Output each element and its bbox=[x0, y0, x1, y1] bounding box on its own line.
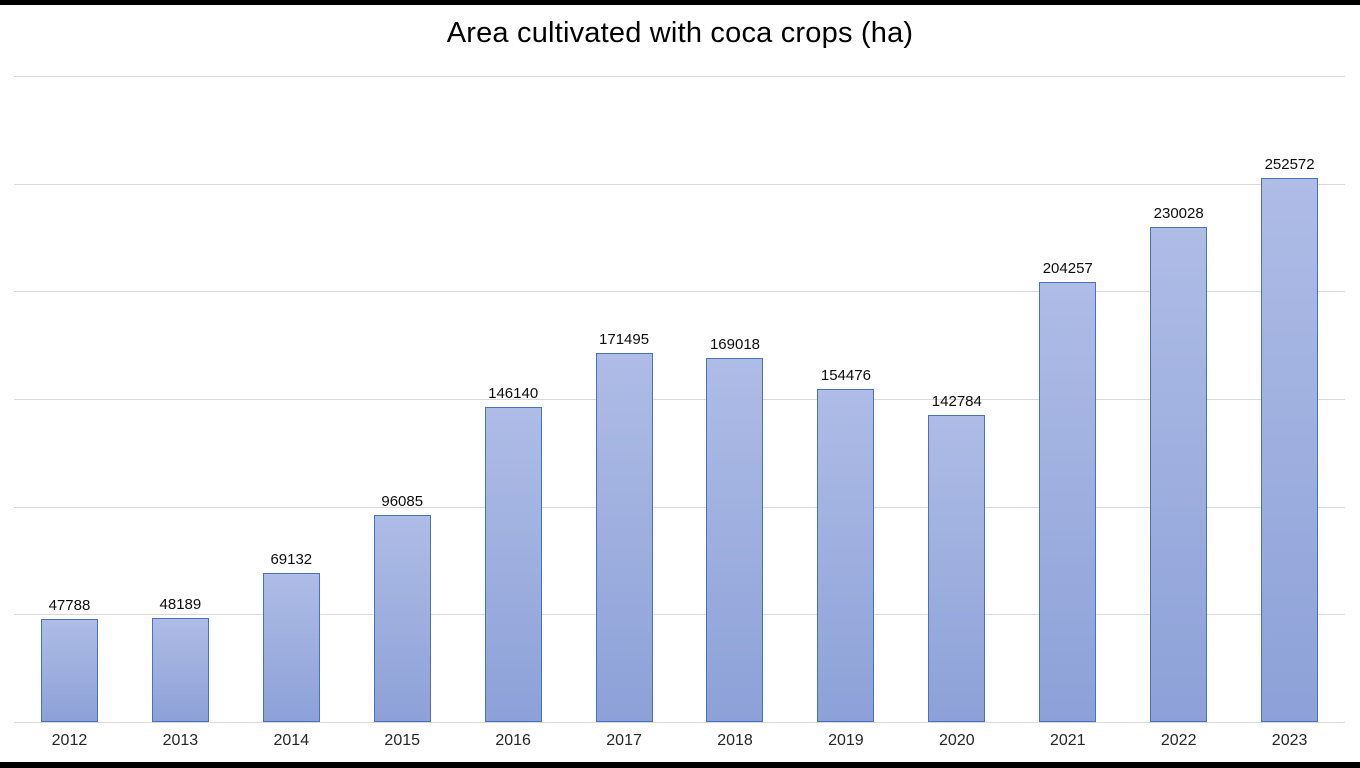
letterbox-bottom bbox=[0, 762, 1360, 768]
bar-2019 bbox=[817, 389, 875, 722]
data-label-2014: 69132 bbox=[270, 551, 313, 569]
bar-2018 bbox=[706, 358, 764, 722]
x-tick-label-2012: 2012 bbox=[51, 732, 88, 749]
data-label-2023: 252572 bbox=[1264, 156, 1315, 174]
data-label-2021: 204257 bbox=[1042, 260, 1093, 278]
x-tick-label-2020: 2020 bbox=[939, 732, 975, 749]
x-tick-label-2015: 2015 bbox=[384, 732, 421, 749]
gridline bbox=[14, 614, 1345, 615]
letterbox-top bbox=[0, 0, 1360, 5]
gridline bbox=[14, 399, 1345, 400]
gridline bbox=[14, 184, 1345, 185]
data-label-2022: 230028 bbox=[1153, 204, 1204, 222]
x-tick-label-2018: 2018 bbox=[717, 732, 753, 749]
data-label-2012: 47788 bbox=[48, 597, 91, 615]
bar-2020 bbox=[928, 414, 986, 722]
bar-slot-2015: 96085 bbox=[347, 76, 458, 722]
bar-slot-2018: 169018 bbox=[680, 76, 791, 722]
data-label-2016: 146140 bbox=[488, 385, 539, 403]
x-tick-label-2019: 2019 bbox=[828, 732, 864, 749]
gridline bbox=[14, 507, 1345, 508]
x-tick-label-2016: 2016 bbox=[495, 732, 531, 749]
bar-slot-2012: 47788 bbox=[14, 76, 125, 722]
bar-slot-2022: 230028 bbox=[1123, 76, 1234, 722]
data-label-2015: 96085 bbox=[381, 493, 424, 511]
x-tick-label-2014: 2014 bbox=[273, 732, 310, 749]
bar-2015 bbox=[373, 515, 431, 722]
bar-2012 bbox=[40, 619, 98, 722]
x-tick-label-2022: 2022 bbox=[1160, 732, 1197, 749]
data-label-2017: 171495 bbox=[599, 330, 650, 348]
data-label-2019: 154476 bbox=[820, 367, 871, 385]
bar-slot-2023: 252572 bbox=[1234, 76, 1345, 722]
bar-slot-2014: 69132 bbox=[236, 76, 347, 722]
x-tick-label-2013: 2013 bbox=[162, 732, 199, 749]
bar-2016 bbox=[484, 407, 542, 722]
bar-2022 bbox=[1150, 226, 1208, 722]
bar-2014 bbox=[262, 573, 320, 722]
bar-slot-2019: 154476 bbox=[790, 76, 901, 722]
x-tick-label-2017: 2017 bbox=[606, 732, 642, 749]
x-axis: 2012 2013 2014 2015 2016 2017 2018 2019 2020 2021… bbox=[14, 732, 1345, 750]
bar-series: 47788 48189 69132 96085 146140 171495 169018 15… bbox=[14, 76, 1345, 722]
x-tick-label-2021: 2021 bbox=[1049, 732, 1086, 749]
bar-2017 bbox=[595, 352, 653, 722]
gridline bbox=[14, 291, 1345, 292]
data-label-2020: 142784 bbox=[931, 392, 982, 410]
gridline bbox=[14, 76, 1345, 77]
plot-area: 47788 48189 69132 96085 146140 171495 169018 15… bbox=[14, 76, 1345, 723]
bar-2013 bbox=[151, 618, 209, 722]
bar-slot-2021: 204257 bbox=[1012, 76, 1123, 722]
bar-2021 bbox=[1039, 282, 1097, 722]
data-label-2013: 48189 bbox=[159, 596, 202, 614]
bar-slot-2017: 171495 bbox=[569, 76, 680, 722]
chart-title: Area cultivated with coca crops (ha) bbox=[446, 17, 914, 49]
data-label-2018: 169018 bbox=[709, 336, 761, 353]
bar-slot-2016: 146140 bbox=[458, 76, 569, 722]
bar-slot-2020: 142784 bbox=[901, 76, 1012, 722]
x-tick-label-2023: 2023 bbox=[1271, 732, 1308, 749]
bar-slot-2013: 48189 bbox=[125, 76, 236, 722]
bar-2023 bbox=[1261, 178, 1319, 722]
